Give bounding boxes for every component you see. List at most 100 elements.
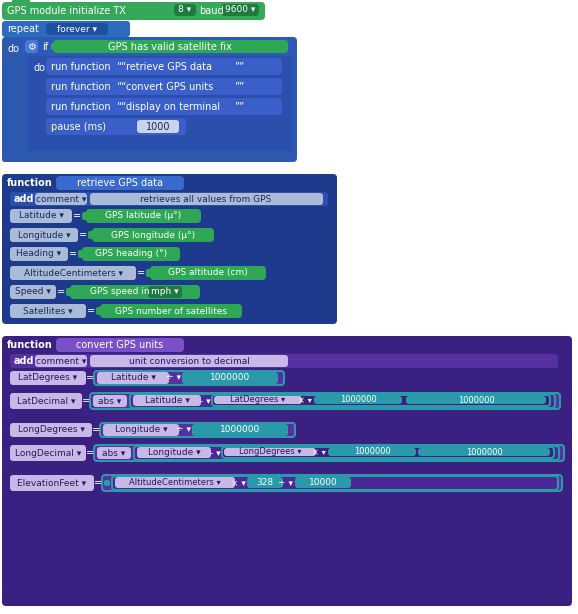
Text: Speed ▾: Speed ▾	[15, 287, 51, 297]
FancyBboxPatch shape	[2, 37, 297, 162]
FancyBboxPatch shape	[418, 448, 550, 456]
FancyBboxPatch shape	[2, 21, 130, 37]
Text: ⚙: ⚙	[27, 42, 36, 52]
Text: GPS speed in: GPS speed in	[90, 287, 150, 297]
FancyBboxPatch shape	[137, 447, 211, 458]
Text: repeat: repeat	[7, 24, 39, 34]
Text: Latitude ▾: Latitude ▾	[144, 396, 190, 405]
Text: GPS heading (°): GPS heading (°)	[95, 249, 167, 258]
Text: baud: baud	[199, 6, 224, 16]
FancyBboxPatch shape	[97, 372, 169, 384]
Text: 1000000: 1000000	[340, 395, 376, 405]
FancyBboxPatch shape	[314, 396, 402, 404]
Text: =: =	[86, 448, 94, 458]
FancyBboxPatch shape	[35, 193, 87, 205]
Text: 1000000: 1000000	[210, 373, 250, 383]
FancyBboxPatch shape	[214, 396, 302, 404]
FancyBboxPatch shape	[92, 228, 214, 242]
Text: add: add	[14, 356, 35, 366]
Text: function: function	[7, 178, 53, 188]
Text: LatDegrees ▾: LatDegrees ▾	[231, 395, 286, 405]
FancyBboxPatch shape	[10, 445, 86, 461]
FancyBboxPatch shape	[10, 247, 68, 261]
FancyBboxPatch shape	[90, 393, 560, 409]
Text: =: =	[82, 396, 90, 406]
FancyBboxPatch shape	[82, 247, 180, 261]
Text: × ▾: × ▾	[312, 448, 326, 457]
Text: AltitudeCentimeters ▾: AltitudeCentimeters ▾	[129, 478, 221, 487]
FancyBboxPatch shape	[10, 285, 56, 299]
Text: =: =	[57, 287, 65, 297]
FancyBboxPatch shape	[56, 338, 184, 352]
Text: forever ▾: forever ▾	[57, 25, 97, 34]
FancyBboxPatch shape	[295, 477, 351, 488]
Text: GPS latitude (μ°): GPS latitude (μ°)	[105, 211, 181, 220]
Text: abs ▾: abs ▾	[98, 397, 121, 405]
FancyBboxPatch shape	[10, 304, 86, 318]
FancyBboxPatch shape	[192, 424, 288, 436]
Text: retrieve GPS data: retrieve GPS data	[126, 61, 212, 71]
Text: ÷ ▾: ÷ ▾	[165, 373, 180, 383]
FancyBboxPatch shape	[102, 475, 562, 491]
Text: ””: ””	[234, 82, 244, 91]
Text: do: do	[33, 63, 45, 73]
FancyBboxPatch shape	[46, 58, 282, 75]
Text: run function: run function	[51, 82, 110, 91]
Text: Longitude ▾: Longitude ▾	[18, 230, 71, 239]
FancyBboxPatch shape	[406, 396, 546, 404]
Text: add: add	[14, 194, 35, 204]
Text: =: =	[137, 268, 145, 278]
Text: =: =	[87, 306, 95, 316]
Text: comment ▾: comment ▾	[36, 357, 86, 365]
Text: display on terminal: display on terminal	[126, 101, 220, 112]
FancyBboxPatch shape	[66, 288, 72, 296]
FancyBboxPatch shape	[10, 423, 92, 437]
Text: 8 ▾: 8 ▾	[179, 6, 191, 15]
Text: Latitude ▾: Latitude ▾	[18, 211, 64, 220]
Text: 1000000: 1000000	[466, 448, 502, 457]
FancyBboxPatch shape	[247, 477, 283, 488]
FancyBboxPatch shape	[46, 23, 108, 35]
FancyBboxPatch shape	[10, 393, 82, 409]
FancyBboxPatch shape	[115, 477, 235, 488]
FancyBboxPatch shape	[46, 118, 186, 135]
FancyBboxPatch shape	[222, 447, 554, 458]
FancyBboxPatch shape	[10, 192, 328, 206]
FancyBboxPatch shape	[2, 336, 572, 606]
Text: =: =	[86, 373, 94, 383]
Text: - ▾: - ▾	[210, 448, 220, 457]
Text: GPS altitude (cm): GPS altitude (cm)	[168, 268, 248, 278]
Text: LatDecimal ▾: LatDecimal ▾	[17, 397, 75, 405]
FancyBboxPatch shape	[10, 475, 94, 491]
FancyBboxPatch shape	[94, 445, 564, 461]
Text: LongDegrees ▾: LongDegrees ▾	[17, 426, 84, 435]
FancyBboxPatch shape	[112, 476, 558, 490]
FancyBboxPatch shape	[88, 231, 94, 239]
FancyBboxPatch shape	[46, 78, 282, 95]
Text: convert GPS units: convert GPS units	[126, 82, 213, 91]
Text: 1000000: 1000000	[354, 448, 390, 456]
Text: × ▾: × ▾	[231, 478, 246, 488]
Text: 1000000: 1000000	[458, 396, 494, 405]
Text: retrieves all values from GPS: retrieves all values from GPS	[140, 195, 272, 203]
FancyBboxPatch shape	[82, 212, 88, 220]
FancyBboxPatch shape	[78, 250, 84, 258]
Text: ÷ ▾: ÷ ▾	[176, 426, 191, 435]
FancyBboxPatch shape	[221, 4, 259, 16]
FancyBboxPatch shape	[104, 480, 110, 486]
FancyBboxPatch shape	[134, 446, 559, 460]
FancyBboxPatch shape	[137, 120, 179, 133]
Text: 10000: 10000	[309, 478, 338, 487]
FancyBboxPatch shape	[53, 40, 288, 53]
Text: retrieve GPS data: retrieve GPS data	[77, 178, 163, 188]
FancyBboxPatch shape	[100, 423, 295, 437]
Text: 328: 328	[257, 478, 273, 487]
FancyBboxPatch shape	[96, 307, 102, 315]
Text: convert GPS units: convert GPS units	[76, 340, 164, 350]
Text: abs ▾: abs ▾	[102, 448, 125, 457]
FancyBboxPatch shape	[328, 448, 416, 456]
Text: ““: ““	[116, 61, 126, 71]
FancyBboxPatch shape	[133, 395, 201, 406]
FancyBboxPatch shape	[90, 355, 288, 367]
Text: ““: ““	[116, 82, 126, 91]
